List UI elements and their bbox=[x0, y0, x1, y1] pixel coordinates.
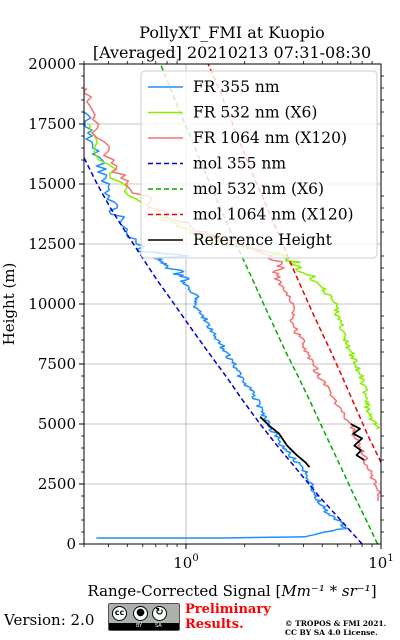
by-text: BY bbox=[136, 623, 143, 629]
y-axis-label: Height (m) bbox=[0, 263, 18, 346]
preliminary-line-1: Preliminary bbox=[185, 602, 271, 617]
y-tick-label: 12500 bbox=[28, 235, 76, 253]
copyright-notice: © TROPOS & FMI 2021. CC BY SA 4.0 Licens… bbox=[285, 619, 386, 637]
y-tick-label: 5000 bbox=[38, 415, 76, 433]
y-tick-label: 2500 bbox=[38, 475, 76, 493]
y-tick-label: 20000 bbox=[28, 55, 76, 73]
series-line-mol-355-nm bbox=[84, 157, 363, 544]
y-tick-label: 15000 bbox=[28, 175, 76, 193]
cc-badge-strip: BY SA bbox=[109, 623, 179, 630]
x-axis-label-unit: Mm⁻¹ * sr⁻¹ bbox=[280, 582, 370, 600]
legend-label-mol-1064-nm-x120: mol 1064 nm (X120) bbox=[193, 206, 354, 224]
x-axis-label-close: ] bbox=[371, 582, 377, 600]
x-tick-label: 100 bbox=[173, 553, 198, 572]
legend-label-mol-355-nm: mol 355 nm bbox=[193, 155, 286, 173]
legend: FR 355 nm FR 532 nm (X6) FR 1064 nm (X120)… bbox=[140, 70, 378, 259]
y-tick-label: 10000 bbox=[28, 295, 76, 313]
y-tick-label: 7500 bbox=[38, 355, 76, 373]
sa-text: SA bbox=[155, 623, 162, 629]
preliminary-line-2: Results. bbox=[185, 617, 244, 632]
cc-icon: cc bbox=[112, 606, 127, 621]
series-line-mol-1064-nm-x120 bbox=[207, 64, 381, 463]
sa-share-icon: ↻ bbox=[152, 606, 167, 621]
y-tick-label: 17500 bbox=[28, 115, 76, 133]
preliminary-note: Preliminary Results. bbox=[185, 602, 271, 632]
x-tick-label: 101 bbox=[368, 553, 393, 572]
legend-label-reference-height: Reference Height bbox=[193, 231, 333, 249]
x-axis-label: Range-Corrected Signal [Mm⁻¹ * sr⁻¹] bbox=[87, 582, 376, 600]
legend-label-fr-355-nm: FR 355 nm bbox=[193, 78, 280, 96]
by-person-icon: ● bbox=[133, 606, 148, 621]
ticks: 0 2500 5000 7500 10000 12500 15000 17500 20000 10… bbox=[28, 55, 393, 572]
copyright-line-2: CC BY SA 4.0 License. bbox=[285, 628, 378, 637]
chart-subtitle: [Averaged] 20210213 07:31-08:30 bbox=[93, 43, 371, 62]
legend-label-mol-532-nm-x6: mol 532 nm (X6) bbox=[193, 180, 324, 198]
y-tick-label: 0 bbox=[66, 535, 76, 553]
x-axis-label-text: Range-Corrected Signal [ bbox=[87, 582, 281, 600]
legend-label-fr-532-nm-x6: FR 532 nm (X6) bbox=[193, 104, 317, 122]
cc-by-sa-badge: cc ● ↻ BY SA bbox=[108, 603, 180, 631]
copyright-line-1: © TROPOS & FMI 2021. bbox=[285, 619, 387, 628]
chart-title: PollyXT_FMI at Kuopio bbox=[139, 23, 325, 42]
series-line-reference-height bbox=[259, 416, 311, 468]
version-label: Version: 2.0 bbox=[4, 611, 95, 629]
legend-box bbox=[140, 70, 378, 259]
series-line-reference-height bbox=[350, 423, 365, 461]
legend-label-fr-1064-nm-x120: FR 1064 nm (X120) bbox=[193, 129, 347, 147]
